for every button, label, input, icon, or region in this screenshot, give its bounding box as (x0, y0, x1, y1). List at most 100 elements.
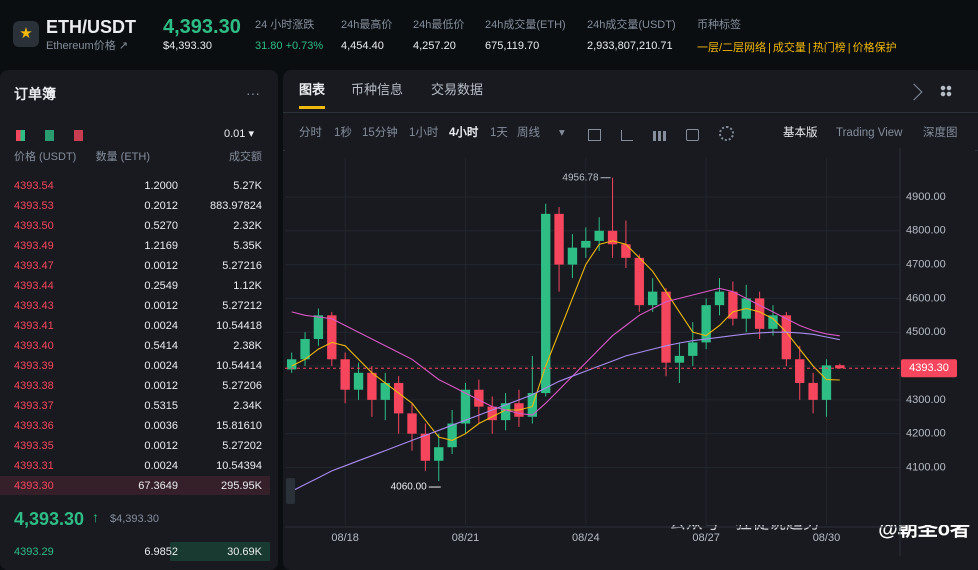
ohlc-item: 涨跌幅: (661, 165, 699, 177)
ma-name: MA(99): (488, 187, 528, 199)
ohlc-item: 低: (534, 165, 549, 177)
header: ★ ETH/USDT Ethereum价格 ↗ 4,393.30 $4,393.… (0, 0, 978, 68)
book-column: 数量 (ETH) (95, 151, 150, 163)
interval[interactable]: 分时 (299, 127, 322, 139)
book-qty: 0.0012 (144, 300, 178, 312)
interval[interactable]: 4小时 (449, 127, 479, 139)
book-mode-icons[interactable] (16, 128, 83, 146)
layout-icon[interactable] (940, 85, 952, 97)
book-price: 4393.31 (14, 460, 54, 472)
toolbar-icons[interactable] (588, 126, 734, 146)
book-qty: 0.0024 (144, 360, 178, 372)
tag: | (768, 42, 771, 54)
view-option[interactable]: Trading View (836, 127, 903, 139)
interval[interactable]: 周线 (517, 127, 540, 139)
book-total: 295.95K (221, 480, 262, 492)
book-total: 5.27206 (222, 380, 262, 392)
favorite-button[interactable]: ★ (13, 21, 39, 47)
stat-value: 2,933,807,210.71 (587, 40, 673, 52)
book-total: 10.54394 (216, 460, 262, 472)
book-price: 4393.37 (14, 400, 54, 412)
book-qty: 0.0036 (144, 420, 178, 432)
book-qty: 0.0012 (144, 380, 178, 392)
stat-value: 675,119.70 (485, 40, 540, 52)
chart-tab[interactable]: 交易数据 (431, 82, 484, 97)
ohlc-item: 4393.30 (614, 165, 654, 177)
book-row-highlight (0, 476, 270, 495)
last-price: 4,393.30 (163, 16, 241, 38)
tag[interactable]: 热门榜 (812, 42, 846, 54)
book-total: 10.54418 (216, 320, 262, 332)
last-price-usd: $4,393.30 (163, 40, 212, 52)
book-qty: 0.2549 (144, 280, 178, 292)
interval[interactable]: 1天 (490, 127, 508, 139)
stat-label: 24h成交量(ETH) (485, 19, 566, 31)
book-qty: 0.0024 (144, 460, 178, 472)
tag: | (807, 42, 811, 54)
ma-value: 4489.43 (439, 187, 480, 199)
ohlc-info: 2025/08/30 16:00 开: 4402.39 高: 4407.06 低: 4391… (313, 162, 809, 178)
chart-tab[interactable]: 图表 (299, 82, 326, 97)
ohlc-item: 高: (470, 165, 485, 177)
book-price: 4393.53 (14, 200, 54, 212)
mid-price-usd: $4,393.30 (110, 513, 159, 525)
book-price: 4393.47 (14, 260, 54, 272)
book-qty: 6.9852 (144, 546, 178, 558)
book-total: 5.27K (233, 180, 262, 192)
interval[interactable]: 1小时 (409, 127, 439, 139)
ohlc-item: 0.34% (769, 165, 802, 177)
book-price: 4393.38 (14, 380, 54, 392)
chart-tab[interactable]: 币种信息 (351, 82, 404, 97)
book-qty: 0.0012 (144, 440, 178, 452)
book-total: 2.34K (233, 400, 262, 412)
book-total: 2.38K (233, 340, 262, 352)
book-price: 4393.30 (14, 480, 54, 492)
expand-icon[interactable] (905, 83, 923, 101)
order-book-menu[interactable]: ··· (246, 85, 260, 101)
interval[interactable]: 1秒 (334, 127, 352, 139)
ma-value: 4477.84 (530, 187, 571, 199)
interval[interactable]: ▾ (559, 127, 565, 139)
book-qty: 1.2000 (144, 180, 178, 192)
tag[interactable]: 价格保护 (852, 42, 897, 54)
book-total: 10.54414 (216, 360, 262, 372)
book-total: 2.32K (233, 220, 262, 232)
book-price: 4393.39 (14, 360, 54, 372)
ohlc-item: 开: (406, 165, 421, 177)
book-total: 30.69K (227, 546, 262, 558)
tag[interactable]: 一层/二层网络 (697, 42, 767, 54)
book-column: 价格 (USDT) (14, 151, 77, 163)
book-price: 4393.49 (14, 240, 54, 252)
tags-label: 币种标签 (697, 19, 741, 31)
book-price: 4393.40 (14, 340, 54, 352)
stat-label: 24 小时涨跌 (255, 19, 315, 31)
toolbar-divider (283, 150, 978, 151)
book-price: 4393.41 (14, 320, 54, 332)
book-qty: 0.2012 (144, 200, 178, 212)
ohlc-item: -0.21% (700, 165, 735, 177)
ohlc-item: 4391.98 (550, 165, 591, 177)
book-price: 4393.54 (14, 180, 54, 192)
book-price: 4393.50 (14, 220, 54, 232)
interval[interactable]: 15分钟 (362, 127, 398, 139)
tag[interactable]: 成交量 (772, 42, 806, 54)
view-option[interactable]: 深度图 (923, 127, 958, 139)
mid-price: 4,393.30 (14, 509, 85, 529)
ohlc-item: 收: (598, 165, 613, 177)
book-total: 15.81610 (216, 420, 262, 432)
book-qty: 1.2169 (144, 240, 178, 252)
ohlc-item: 4402.39 (422, 165, 463, 177)
book-qty: 0.5414 (144, 340, 178, 352)
precision-select[interactable]: 0.01 ▾ (224, 128, 254, 140)
stat-value: 4,257.20 (413, 40, 456, 52)
tag: | (847, 42, 851, 54)
view-option[interactable]: 基本版 (783, 127, 818, 139)
book-total: 883.97824 (210, 200, 262, 212)
ma-name: MA(7): (313, 187, 346, 199)
mid-arrow: ↑ (92, 509, 99, 525)
book-total: 5.27202 (222, 440, 262, 452)
pair-subtitle[interactable]: Ethereum价格 ↗ (46, 40, 128, 52)
book-total: 1.12K (233, 280, 262, 292)
ma-legend: MA(7): 4358.81 MA(25): 4489.43 MA(99): 4477.8… (313, 187, 580, 199)
